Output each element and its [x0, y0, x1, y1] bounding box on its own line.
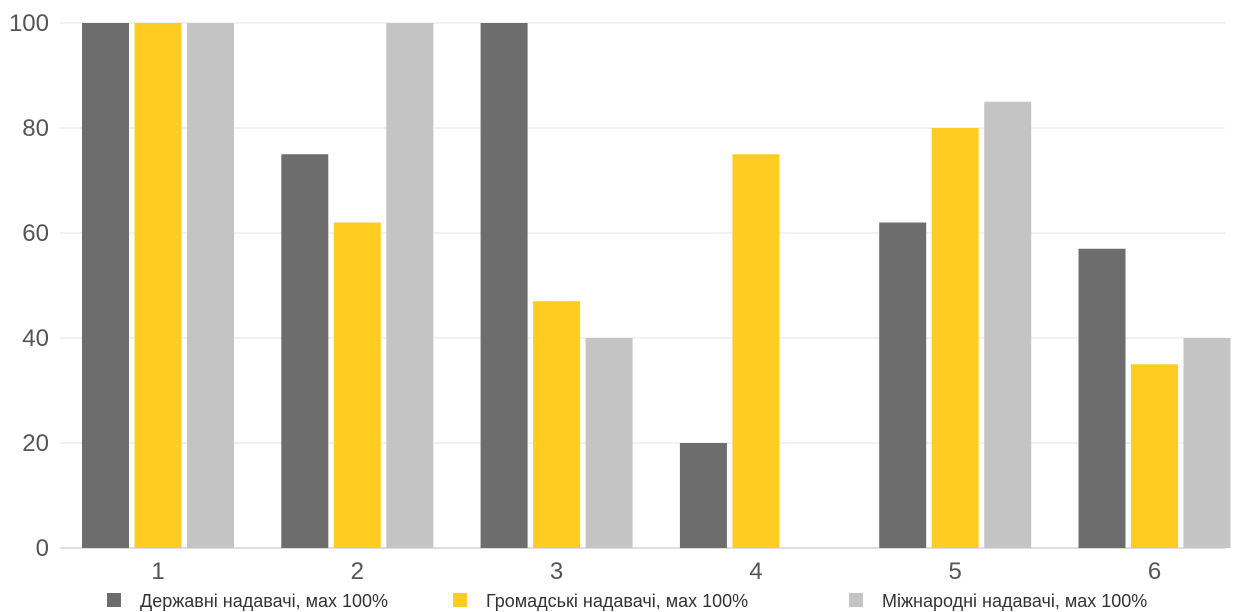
bar-series-3-cat-6 [1183, 338, 1231, 548]
bar-series-2-cat-1 [134, 23, 182, 548]
y-tick-label: 100 [9, 10, 49, 37]
bar-series-3-cat-5 [984, 101, 1032, 548]
x-tick-label: 2 [351, 558, 364, 585]
legend-swatch-3 [849, 593, 863, 607]
legend-label-3: Міжнародні надавачі, мах 100% [882, 591, 1147, 611]
legend-swatch-2 [453, 593, 467, 607]
bar-series-2-cat-4 [732, 154, 780, 548]
y-tick-label: 20 [22, 430, 49, 457]
bar-series-2-cat-5 [931, 128, 979, 548]
bar-series-3-cat-3 [585, 338, 633, 548]
bar-series-3-cat-1 [187, 23, 234, 548]
y-tick-label: 80 [22, 115, 49, 142]
legend-label-2: Громадські надавачі, мах 100% [486, 591, 748, 611]
bar-series-2-cat-3 [533, 301, 581, 548]
x-tick-label: 5 [949, 558, 962, 585]
bar-series-2-cat-6 [1131, 364, 1178, 548]
bar-series-1-cat-1 [82, 23, 129, 548]
y-tick-label: 60 [22, 220, 49, 247]
bar-series-1-cat-5 [879, 222, 927, 548]
x-tick-label: 3 [550, 558, 563, 585]
bar-series-1-cat-6 [1078, 248, 1126, 548]
bar-series-1-cat-4 [679, 443, 727, 548]
bar-series-1-cat-2 [281, 154, 329, 548]
y-tick-label: 40 [22, 325, 49, 352]
bar-series-1-cat-3 [480, 23, 528, 548]
x-tick-label: 1 [151, 558, 164, 585]
bar-series-2-cat-2 [333, 222, 381, 548]
x-tick-label: 6 [1148, 558, 1161, 585]
bar-series-3-cat-2 [386, 23, 434, 548]
x-tick-label: 4 [749, 558, 762, 585]
legend-label-1: Державні надавачі, мах 100% [140, 591, 388, 611]
y-tick-label: 0 [36, 535, 49, 562]
legend-swatch-1 [107, 593, 121, 607]
